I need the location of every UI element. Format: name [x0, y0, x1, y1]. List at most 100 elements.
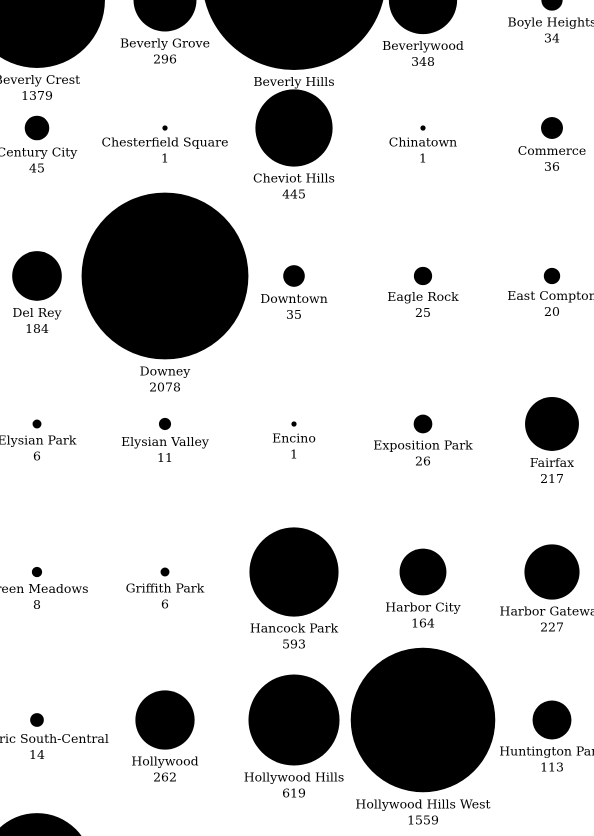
bubble-value-label: 26: [415, 453, 431, 468]
bubble-mark: [291, 421, 297, 427]
bubble-name-label: Commerce: [518, 143, 587, 158]
bubble-value-label: 1559: [407, 812, 439, 827]
bubble-mark: [420, 125, 426, 131]
bubble-mark: [31, 566, 43, 578]
bubble-mark: [12, 251, 62, 301]
bubble-value-label: 36: [544, 159, 560, 174]
bubble-name-label: Century City: [0, 144, 78, 159]
bubble-value-label: 1379: [21, 88, 53, 103]
bubble-mark: [133, 0, 197, 32]
bubble-value-label: 11: [157, 450, 173, 465]
bubble-name-label: Downtown: [260, 291, 328, 306]
bubble-name-label: Hancock Park: [250, 621, 339, 636]
bubble-mark: [350, 647, 496, 793]
bubble-name-label: Hollywood Hills: [244, 770, 345, 785]
bubble-mark: [413, 414, 433, 434]
bubble-mark: [283, 265, 305, 287]
bubble-item: [0, 813, 82, 836]
bubble-mark: [24, 115, 50, 141]
bubble-value-label: 164: [411, 615, 435, 630]
bubble-name-label: Elysian Park: [0, 432, 77, 447]
bubble-name-label: Beverlywood: [382, 38, 464, 53]
bubble-value-label: 445: [282, 187, 306, 202]
bubble-name-label: East Compton: [507, 288, 594, 303]
bubble-value-label: 34: [544, 31, 560, 46]
bubble-value-label: 8: [33, 597, 41, 612]
bubble-mark: [248, 674, 340, 766]
bubble-item: Beverly Hills: [204, 0, 384, 89]
bubble-value-label: 217: [540, 471, 564, 486]
bubble-mark: [524, 544, 580, 600]
bubble-mark: [204, 0, 384, 70]
bubble-name-label: Exposition Park: [373, 437, 473, 452]
bubble-item: Huntington Park113: [499, 700, 594, 774]
bubble-value-label: 45: [29, 160, 45, 175]
bubble-name-label: Del Rey: [12, 305, 62, 320]
bubble-name-label: Huntington Park: [499, 743, 594, 758]
bubble-mark: [532, 700, 572, 740]
bubble-name-label: Downey: [140, 363, 192, 378]
bubble-value-label: 35: [286, 307, 302, 322]
bubble-mark: [0, 0, 105, 68]
bubble-mark: [525, 397, 579, 451]
bubble-value-label: 14: [29, 747, 45, 762]
bubble-mark: [135, 690, 195, 750]
bubble-name-label: Green Meadows: [0, 581, 89, 596]
bubble-name-label: Boyle Heights: [508, 15, 594, 30]
bubble-mark: [543, 267, 561, 285]
bubble-name-label: Hollywood: [131, 754, 198, 769]
bubble-mark: [30, 713, 44, 727]
bubble-mark: [255, 89, 333, 167]
bubble-mark: [413, 266, 433, 286]
bubble-value-label: 1: [419, 151, 427, 166]
bubble-value-label: 20: [544, 304, 560, 319]
bubble-name-label: Cheviot Hills: [253, 171, 335, 186]
bubble-mark: [81, 192, 249, 360]
bubble-mark: [162, 125, 168, 131]
bubble-value-label: 296: [153, 51, 177, 66]
bubble-name-label: Encino: [272, 431, 316, 446]
bubble-name-label: Beverly Grove: [120, 35, 210, 50]
bubble-mark: [541, 0, 563, 11]
bubble-value-label: 1: [290, 447, 298, 462]
bubble-name-label: Hollywood Hills West: [355, 796, 490, 811]
bubble-name-label: Beverly Hills: [253, 74, 334, 89]
bubble-mark: [0, 813, 82, 836]
bubble-mark: [541, 117, 563, 139]
bubble-mark: [160, 567, 170, 577]
bubble-value-label: 2078: [149, 379, 181, 394]
bubble-mark: [399, 548, 447, 596]
bubble-value-label: 262: [153, 770, 177, 785]
bubble-value-label: 6: [161, 596, 169, 611]
bubble-value-label: 348: [411, 54, 435, 69]
bubble-value-label: 25: [415, 305, 431, 320]
bubble-value-label: 593: [282, 637, 306, 652]
bubble-name-label: Harbor City: [385, 599, 461, 614]
